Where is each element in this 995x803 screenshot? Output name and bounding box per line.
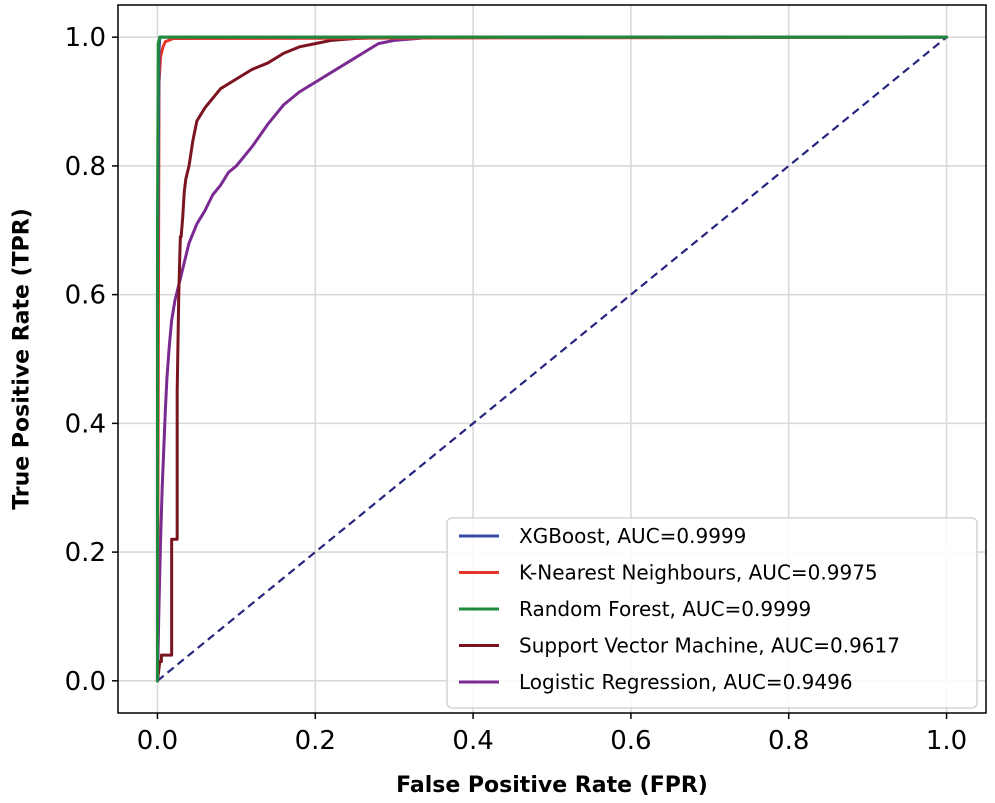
series-line-4 [155,35,949,683]
y-tick-label-5: 1.0 [65,23,106,53]
legend-label-0: XGBoost, AUC=0.9999 [519,524,746,548]
series-line-3 [155,35,949,683]
y-tick-label-1: 0.2 [65,538,106,568]
roc-curves [155,35,949,683]
diagonal-baseline [156,36,948,682]
legend: XGBoost, AUC=0.9999 K-Nearest Neighbours,… [446,517,978,709]
legend-label-2: Random Forest, AUC=0.9999 [519,597,811,621]
series-line-2 [155,35,949,683]
x-tick-label-0: 0.0 [137,726,178,756]
x-axis-title: False Positive Rate (FPR) [396,773,708,798]
legend-label-4: Logistic Regression, AUC=0.9496 [519,670,853,694]
legend-label-1: K-Nearest Neighbours, AUC=0.9975 [519,561,878,585]
x-tick-label-1: 0.2 [295,726,336,756]
y-tick-label-0: 0.0 [65,667,106,697]
y-axis-ticks: 0.0 0.2 0.4 0.6 0.8 1.0 [65,23,118,697]
x-tick-label-5: 1.0 [926,726,967,756]
y-tick-label-2: 0.4 [65,409,106,439]
x-tick-label-3: 0.6 [610,726,651,756]
x-tick-label-4: 0.8 [768,726,809,756]
y-tick-label-3: 0.6 [65,281,106,311]
legend-box [446,517,978,709]
y-axis-title: True Positive Rate (TPR) [10,208,35,510]
diagonal-reference-line [156,36,948,682]
x-tick-label-2: 0.4 [452,726,493,756]
y-tick-label-4: 0.8 [65,152,106,182]
plot-frame [117,4,987,714]
x-axis-ticks: 0.0 0.2 0.4 0.6 0.8 1.0 [137,713,967,756]
legend-label-3: Support Vector Machine, AUC=0.9617 [519,634,900,658]
